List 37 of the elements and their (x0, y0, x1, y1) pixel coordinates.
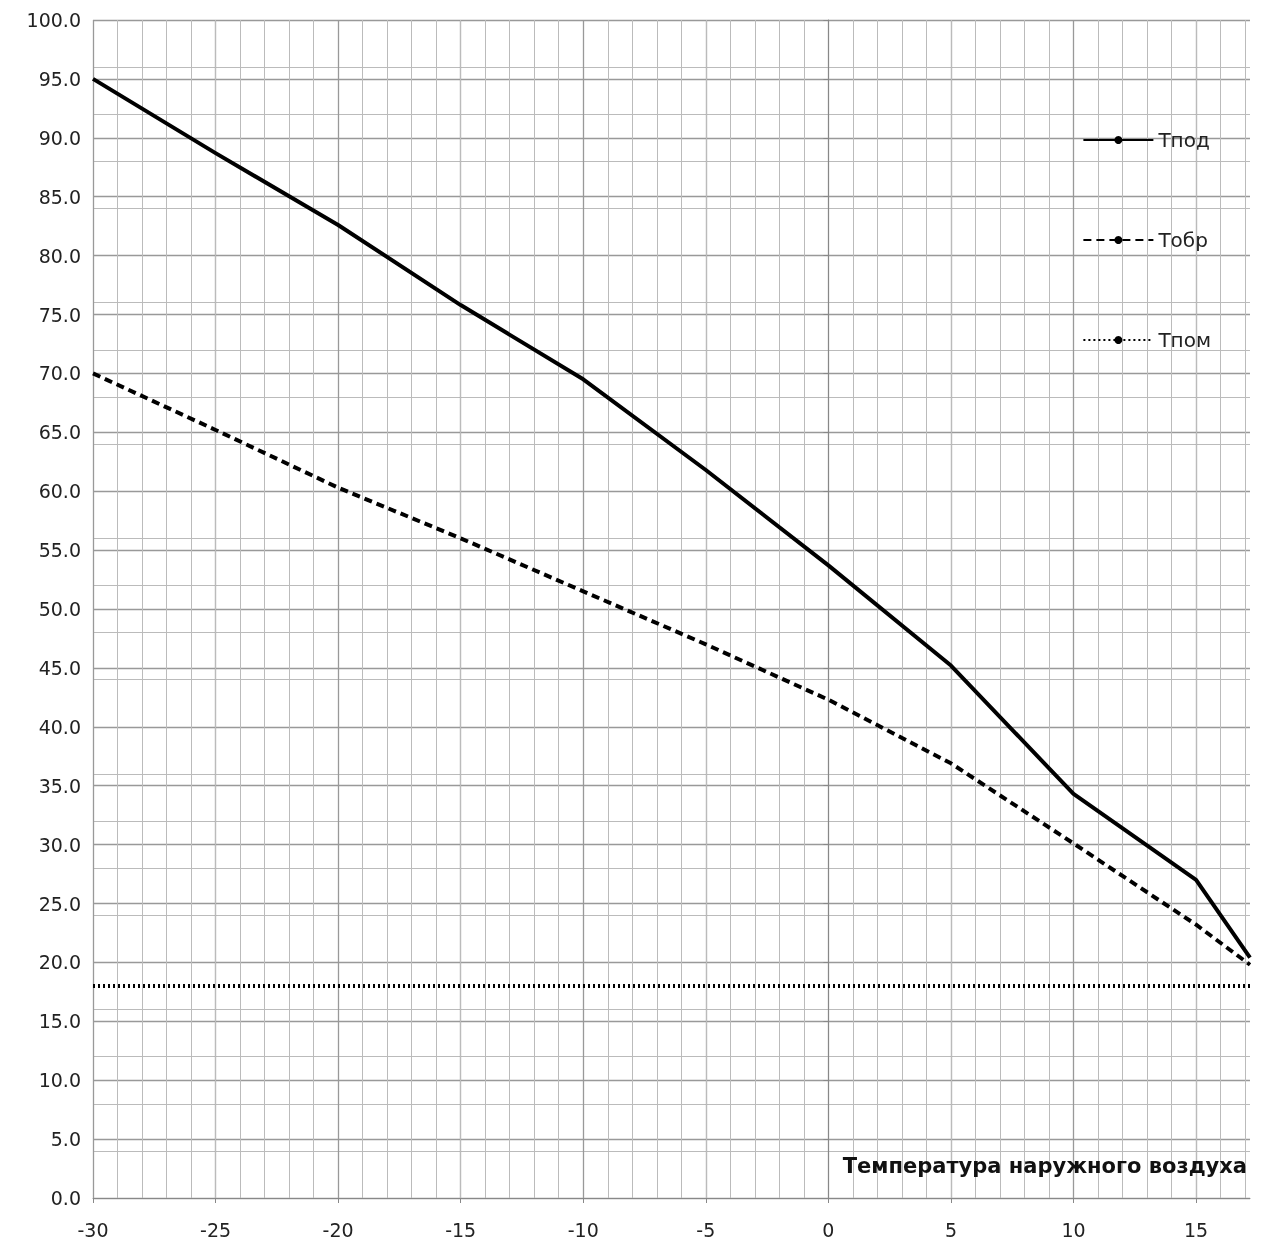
x-tick-label: -20 (322, 1218, 354, 1241)
y-tick-label: 15.0 (38, 1010, 81, 1033)
y-tick-label: 45.0 (38, 656, 81, 679)
x-tick-label: -25 (200, 1218, 232, 1241)
y-tick-label: 40.0 (38, 715, 81, 738)
x-tick-label: -15 (445, 1218, 477, 1241)
x-tick-label: -10 (567, 1218, 599, 1241)
x-tick-label: -30 (77, 1218, 109, 1241)
x-tick-label: 10 (1061, 1218, 1086, 1241)
y-tick-label: 70.0 (38, 362, 81, 385)
y-tick-label: 5.0 (50, 1128, 81, 1151)
legend-label: Tпод (1157, 128, 1210, 152)
y-tick-label: 75.0 (38, 303, 81, 326)
y-tick-label: 0.0 (50, 1187, 81, 1209)
x-tick-label: 15 (1183, 1218, 1209, 1241)
y-tick-label: 50.0 (38, 598, 81, 620)
y-tick-label: 95.0 (38, 67, 81, 90)
y-tick-label: 90.0 (38, 126, 81, 149)
x-tick-label: 5 (944, 1218, 957, 1241)
y-tick-label: 100.0 (26, 9, 81, 31)
x-tick-label: 0 (822, 1218, 835, 1241)
y-tick-label: 35.0 (38, 774, 81, 797)
y-tick-label: 65.0 (38, 421, 81, 444)
y-tick-label: 60.0 (38, 480, 81, 503)
y-tick-label: 25.0 (38, 892, 81, 915)
y-tick-label: 85.0 (38, 185, 81, 208)
line-series (91, 76, 1252, 960)
x-axis-title: Температура наружного воздуха (842, 1153, 1248, 1178)
y-tick-label: 20.0 (38, 951, 81, 974)
legend-label: Tобр (1157, 228, 1208, 252)
x-tick-label: -5 (696, 1218, 716, 1241)
line-series (91, 371, 1252, 967)
y-tick-label: 30.0 (38, 833, 81, 856)
legend-label: Tпом (1157, 328, 1212, 352)
y-tick-label: 55.0 (38, 539, 81, 562)
y-tick-label: 10.0 (38, 1069, 81, 1092)
y-tick-label: 80.0 (38, 244, 81, 267)
